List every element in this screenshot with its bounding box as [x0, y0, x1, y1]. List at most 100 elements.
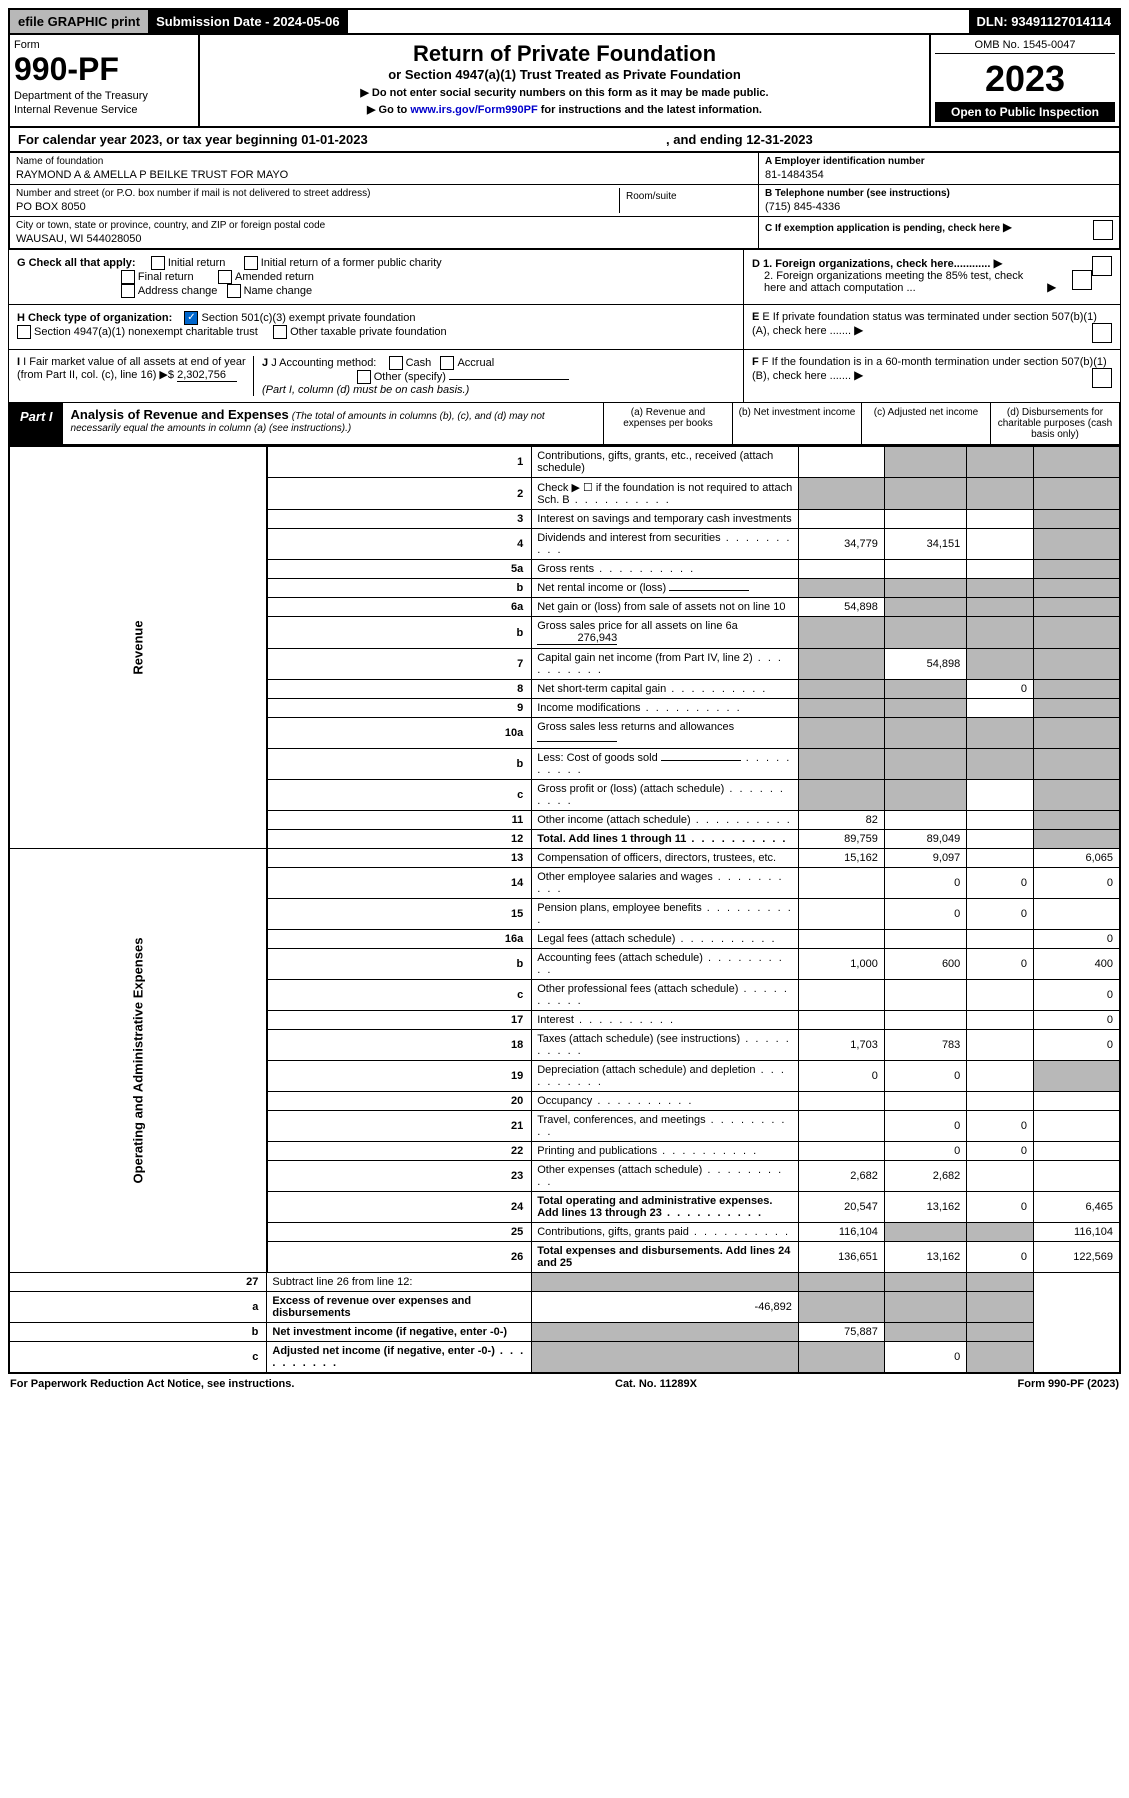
line-desc: Less: Cost of goods sold [532, 749, 799, 780]
form-header: Form 990-PF Department of the Treasury I… [8, 35, 1121, 128]
amt-shaded [884, 1292, 966, 1323]
amt [884, 510, 966, 529]
section-vlabel: Operating and Administrative Expenses [9, 849, 267, 1273]
amt [967, 529, 1034, 560]
j-cash-checkbox[interactable] [389, 356, 403, 370]
amt-shaded [532, 1323, 799, 1342]
g-label: G Check all that apply: [17, 257, 136, 269]
amt-shaded [967, 617, 1034, 649]
amt [967, 1011, 1034, 1030]
f-checkbox[interactable] [1092, 368, 1112, 388]
d1-checkbox[interactable] [1092, 256, 1112, 276]
line-desc: Taxes (attach schedule) (see instruction… [532, 1030, 799, 1061]
amt [884, 1011, 966, 1030]
amt-shaded [967, 718, 1034, 749]
amt-shaded [967, 579, 1034, 598]
amt: 0 [967, 1192, 1034, 1223]
amt: 0 [967, 1111, 1034, 1142]
submission-date: Submission Date - 2024-05-06 [148, 10, 348, 33]
form-link[interactable]: www.irs.gov/Form990PF [410, 104, 537, 116]
amt: 13,162 [884, 1192, 966, 1223]
amt: 1,703 [798, 1030, 884, 1061]
line-desc: Occupancy [532, 1092, 799, 1111]
footer: For Paperwork Reduction Act Notice, see … [8, 1374, 1121, 1394]
name-change-checkbox[interactable] [227, 284, 241, 298]
line-num: a [9, 1292, 267, 1323]
line-num: c [267, 780, 532, 811]
amt-shaded [967, 598, 1034, 617]
d2-checkbox[interactable] [1072, 270, 1092, 290]
i-value: 2,302,756 [177, 369, 237, 382]
form-subtitle: or Section 4947(a)(1) Trust Treated as P… [206, 67, 923, 82]
amt: 2,682 [798, 1161, 884, 1192]
amt: 0 [1033, 868, 1120, 899]
line-num: 8 [267, 680, 532, 699]
amt [798, 1111, 884, 1142]
final-return-checkbox[interactable] [121, 270, 135, 284]
line-num: 9 [267, 699, 532, 718]
amt [1033, 1111, 1120, 1142]
amt [967, 811, 1034, 830]
h1-checkbox[interactable] [184, 311, 198, 325]
h2-checkbox[interactable] [17, 325, 31, 339]
amt [967, 1061, 1034, 1092]
amt-shaded [884, 680, 966, 699]
amt [884, 811, 966, 830]
amt-shaded [884, 598, 966, 617]
e-checkbox[interactable] [1092, 323, 1112, 343]
line-num: 2 [267, 478, 532, 510]
amt-shaded [884, 617, 966, 649]
amt-shaded [798, 1292, 884, 1323]
line-desc: Excess of revenue over expenses and disb… [267, 1292, 532, 1323]
h3-checkbox[interactable] [273, 325, 287, 339]
amt [1033, 1092, 1120, 1111]
amt [967, 1161, 1034, 1192]
part1-header: Part I Analysis of Revenue and Expenses … [8, 403, 1121, 446]
amt: 0 [967, 1142, 1034, 1161]
amt [798, 868, 884, 899]
amt [1033, 1161, 1120, 1192]
amt [798, 930, 884, 949]
amt-shaded [798, 1342, 884, 1374]
omb: OMB No. 1545-0047 [935, 39, 1115, 54]
line-num: 15 [267, 899, 532, 930]
initial-former-checkbox[interactable] [244, 256, 258, 270]
amt [967, 699, 1034, 718]
j-accrual-checkbox[interactable] [440, 356, 454, 370]
header-right: OMB No. 1545-0047 2023 Open to Public In… [929, 35, 1119, 126]
city-cell: City or town, state or province, country… [10, 217, 758, 248]
h-label: H Check type of organization: [17, 312, 172, 324]
cal-year-end: , and ending 12-31-2023 [666, 132, 813, 147]
line-num: 17 [267, 1011, 532, 1030]
j-other-checkbox[interactable] [357, 370, 371, 384]
amt: 1,000 [798, 949, 884, 980]
line-desc: Contributions, gifts, grants, etc., rece… [532, 447, 799, 478]
address: PO BOX 8050 [16, 201, 619, 213]
amt: 15,162 [798, 849, 884, 868]
c-cell: C If exemption application is pending, c… [759, 217, 1119, 243]
amt: 54,898 [884, 649, 966, 680]
line-num: 24 [267, 1192, 532, 1223]
amt-shaded [967, 1342, 1034, 1374]
foundation-name: RAYMOND A & AMELLA P BEILKE TRUST FOR MA… [16, 169, 752, 181]
line-num: 23 [267, 1161, 532, 1192]
line-desc: Contributions, gifts, grants paid [532, 1223, 799, 1242]
form-number: 990-PF [14, 51, 194, 88]
line-desc: Gross sales price for all assets on line… [532, 617, 799, 649]
line-num: 25 [267, 1223, 532, 1242]
amt-shaded [1033, 680, 1120, 699]
c-checkbox[interactable] [1093, 220, 1113, 240]
amended-return-checkbox[interactable] [218, 270, 232, 284]
line-desc: Printing and publications [532, 1142, 799, 1161]
g-row: G Check all that apply: Initial return I… [8, 250, 1121, 305]
part1-title: Analysis of Revenue and Expenses (The to… [63, 403, 603, 444]
amt: 600 [884, 949, 966, 980]
addr-change-checkbox[interactable] [121, 284, 135, 298]
amt [967, 1030, 1034, 1061]
top-bar: efile GRAPHIC print Submission Date - 20… [8, 8, 1121, 35]
cal-year-begin: For calendar year 2023, or tax year begi… [18, 132, 368, 147]
form-note-2: ▶ Go to www.irs.gov/Form990PF for instru… [206, 103, 923, 116]
amt-shaded [1033, 1061, 1120, 1092]
form-label: Form [14, 39, 194, 51]
initial-return-checkbox[interactable] [151, 256, 165, 270]
